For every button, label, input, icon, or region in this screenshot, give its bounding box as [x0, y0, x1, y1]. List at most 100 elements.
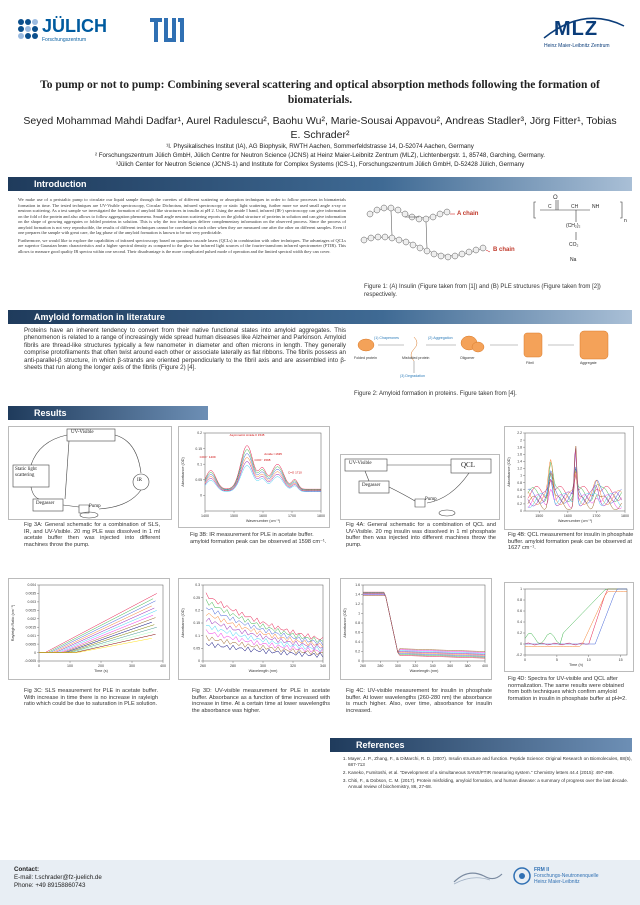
schematic-3a-lines — [12, 428, 150, 519]
chart-4d-frame: 0 5 10 15 -0.2 0 0.2 0.4 0.6 0.8 1 Time (h) — [504, 582, 634, 672]
series-line — [204, 449, 321, 490]
y-tick-label: 1.2 — [517, 467, 522, 471]
y-tick-label: 0.05 — [193, 647, 200, 651]
intro-paragraph-1: We make use of a peristaltic pump to cir… — [18, 197, 346, 235]
chart-3d-frame: 260 280 300 320 340 0 0.05 0.1 0.15 0.2 0.25 0.3 Wav… — [178, 578, 330, 680]
x-tick-label: 1700 — [592, 514, 600, 518]
y-axis-label: Absorbance (OD) — [181, 456, 185, 486]
schematic-3a: UV-Visible IR Static light scattering De… — [8, 426, 172, 520]
x-tick-label: 1700 — [288, 514, 296, 518]
y-tick-label: -0.2 — [516, 653, 522, 657]
y-axis-label: Absorbance (OD) — [181, 607, 185, 637]
series-line — [39, 624, 155, 653]
y-tick-label: 1.6 — [517, 452, 522, 456]
series-line — [39, 600, 156, 653]
y-tick-label: 1.4 — [355, 593, 360, 597]
y-tick-label: 0.4 — [355, 640, 360, 644]
caption-4d: Fig 4D: Spectra for UV-visible and QCL a… — [508, 676, 627, 702]
section-introduction: Introduction — [8, 177, 632, 191]
y-axis-label: Absorbance (OD) — [507, 456, 511, 486]
y-tick-label: 1.6 — [355, 583, 360, 587]
x-tick-label: 1400 — [201, 514, 209, 518]
y-tick-label: 2.2 — [517, 431, 522, 435]
series-line — [527, 474, 622, 501]
section-references: References — [330, 738, 632, 752]
series-line — [205, 592, 324, 641]
chem-n-label: n — [624, 218, 627, 224]
x-tick-label: 380 — [465, 664, 471, 668]
series-line — [39, 631, 154, 653]
x-tick-label: 1800 — [317, 514, 325, 518]
affiliations: ¹I. Physikalisches Institut (IA), AG Bio… — [20, 142, 620, 169]
svg-text:O: O — [553, 195, 558, 201]
figure-2-caption: Figure 2: Amyloid formation in proteins.… — [354, 391, 517, 397]
series-line — [205, 599, 324, 643]
juelich-logo-sub: Forschungszentrum — [42, 37, 87, 43]
chart-4b: 1500 1600 1700 1800 0 0.2 0.4 0.6 0.8 1 1.2 1.4 1.6 1… — [507, 431, 629, 523]
y-tick-label: 1 — [520, 474, 522, 478]
series-line — [205, 617, 324, 650]
x-tick-label: 1800 — [621, 514, 629, 518]
fig2-label-folded: Folded protein — [354, 356, 377, 360]
series-line — [39, 621, 152, 653]
y-tick-label: 0.002 — [28, 617, 37, 621]
series-line — [527, 446, 622, 507]
x-tick-label: 0 — [38, 664, 40, 668]
tum-logo — [150, 18, 184, 42]
poster-title: To pump or not to pump: Combining severa… — [40, 79, 600, 106]
y-tick-label: 0.003 — [28, 600, 37, 604]
affiliation-1: ¹I. Physikalisches Institut (IA), AG Bio… — [166, 143, 474, 150]
x-tick-label: 1600 — [259, 514, 267, 518]
x-tick-label: 320 — [412, 664, 418, 668]
y-tick-label: 1.8 — [517, 445, 522, 449]
figure-1-caption: Figure 1: (A) Insulin (Figure taken from… — [364, 284, 601, 298]
footer-emblem-mark — [453, 872, 503, 885]
y-tick-label: 0.15 — [195, 447, 202, 451]
x-tick-label: 15 — [619, 658, 623, 662]
y-tick-label: 0.001 — [28, 634, 37, 638]
series-line — [525, 588, 627, 645]
y-tick-label: 0.4 — [517, 620, 522, 624]
schem4a-qcl-label: QCL — [461, 461, 475, 469]
series-line — [205, 612, 324, 648]
fig2-step-degradation: (3) Degradation — [400, 374, 425, 378]
x-tick-label: 280 — [230, 664, 236, 668]
frm-logo-sub1: Forschungs-Neutronenquelle — [534, 873, 599, 879]
x-tick-label: 320 — [290, 664, 296, 668]
y-tick-label: 1 — [520, 587, 522, 591]
chem-na-label: Na — [570, 257, 577, 263]
schematic-4a: UV-Visible QCL Degasser Pump — [340, 454, 500, 520]
affiliation-2: ² Forschungszentrum Jülich GmbH, Jülich … — [94, 152, 546, 159]
schem3a-ir-label: IR — [137, 478, 142, 483]
chart-annotation: C=O 1710 — [288, 471, 302, 475]
y-tick-label: 0 — [520, 509, 522, 513]
y-tick-label: 0.1 — [195, 634, 200, 638]
mlz-logo: MLZ Heinz Maier-Leibnitz Zentrum — [540, 12, 628, 52]
series-line — [363, 595, 486, 654]
series-line — [39, 593, 157, 653]
caption-4b: Fig 4B: QCL measurement for insulin in p… — [508, 532, 634, 552]
intro-paragraph-2: Furthermore, we would like to explore th… — [18, 237, 346, 254]
series-line — [363, 591, 486, 659]
y-tick-label: 0 — [198, 659, 200, 663]
y-tick-label: 1.2 — [355, 602, 360, 606]
y-tick-label: 0.0005 — [26, 642, 36, 646]
series-line — [205, 635, 324, 656]
caption-3c: Fig 3C: SLS measurement for PLE in aceta… — [24, 688, 158, 708]
y-tick-label: 0.1 — [197, 462, 202, 466]
series-line — [39, 614, 154, 653]
chart-3c-frame: 0 100 200 300 400 -0.0005 0 0.0005 0.001 0.0015 0.… — [8, 578, 170, 680]
frm-logo-icon — [512, 866, 532, 886]
series-line — [39, 626, 157, 653]
fig2-label-oligomer: Oligomer — [460, 356, 475, 360]
intro-text: We make use of a peristaltic pump to cir… — [18, 197, 346, 254]
x-axis-label: Time (s) — [94, 669, 109, 673]
x-axis-label: Wavelength (nm) — [410, 669, 440, 673]
chart-annotation: COO⁻ 1598 — [254, 458, 270, 462]
y-tick-label: 0.6 — [355, 631, 360, 635]
x-tick-label: 1600 — [564, 514, 572, 518]
series-line — [204, 445, 321, 490]
y-tick-label: 0.4 — [517, 495, 522, 499]
x-tick-label: 1500 — [230, 514, 238, 518]
